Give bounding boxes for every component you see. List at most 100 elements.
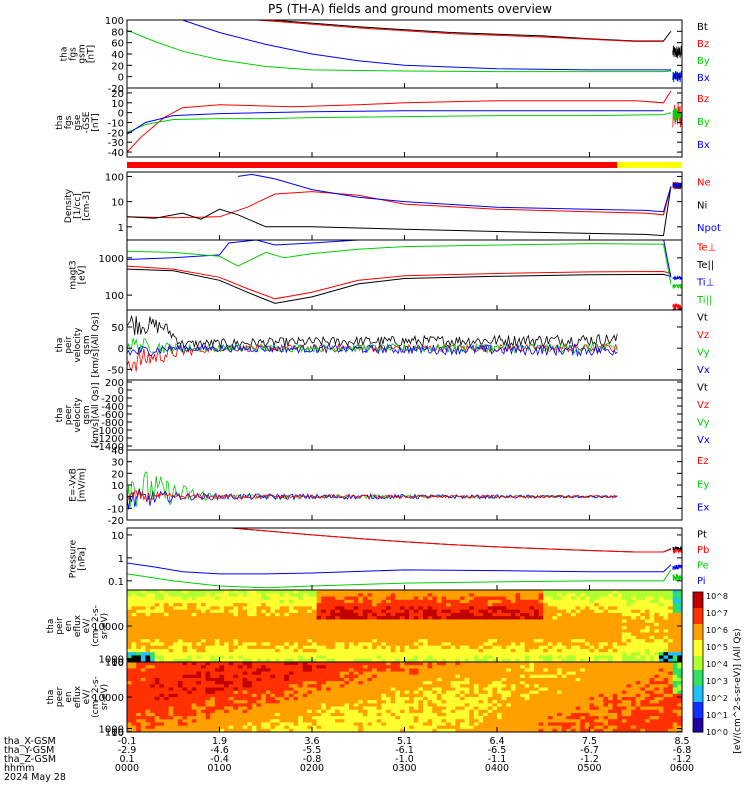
y-tick-label: 0 [118, 109, 124, 120]
y-tick-label: 0 [118, 386, 124, 397]
x-axis-value: -0.8 [303, 754, 322, 765]
y-axis-label: tha [55, 338, 65, 353]
x-axis-date: 2024 May 28 [4, 772, 66, 783]
y-tick-label: 1 [118, 223, 124, 234]
y-axis-label: gsm [82, 405, 92, 424]
y-axis-label: magt3 [69, 260, 79, 289]
colorbar-frame [692, 591, 704, 733]
x-axis-value: 0100 [207, 763, 231, 774]
y-axis-label: [nPa] [78, 547, 88, 570]
legend-Ni: Ni [697, 200, 707, 211]
legend-Vy: Vy [697, 348, 710, 359]
y-tick-label: 10 [111, 99, 124, 110]
y-tick-label: 10 [111, 198, 124, 209]
x-axis: tha_X-GSM -0.1 1.9 3.6 5.1 6.4 7.5 8.5 tha_Y-GSM… [4, 736, 694, 783]
series-Pi-tail [672, 564, 682, 570]
legend-Ne: Ne [697, 178, 711, 189]
y-tick-label: -20 [108, 128, 124, 139]
x-axis-row-label: tha_Y-GSM [4, 745, 54, 756]
y-tick-label: 10000 [92, 693, 124, 704]
series-Ne [127, 186, 672, 219]
legend-Pt: Pt [697, 529, 707, 540]
y-axis-label: [mV/m] [78, 468, 88, 502]
series-Bz [242, 20, 664, 42]
series-Pt [225, 528, 672, 553]
x-axis-value: 0200 [300, 763, 324, 774]
x-axis-value: -1.2 [580, 754, 599, 765]
series-Ti||-tail [672, 283, 682, 289]
x-axis-value: -0.1 [118, 736, 137, 747]
series-Te|| [127, 268, 672, 304]
y-axis-label: fgs [64, 115, 74, 129]
y-axis-label: tha [46, 619, 56, 634]
y-axis-label: peer [55, 686, 65, 707]
series-Te⊥ [127, 265, 672, 300]
x-axis-value: -1.2 [673, 754, 692, 765]
y-axis-label: sr-eV) [100, 684, 110, 710]
colorbar-tick: 10^4 [706, 660, 728, 669]
y-tick-label: -10 [108, 504, 124, 515]
y-tick-label: -30 [108, 138, 124, 149]
legend-Bx: Bx [697, 140, 710, 151]
legend-Vx: Vx [697, 435, 710, 446]
y-tick-label: 10 [111, 481, 124, 492]
legend-Vz: Vz [697, 330, 709, 341]
legend-Vz: Vz [697, 400, 709, 411]
panel-pressure: 10 1 0.1 Pressure [nPa] Pt Pb Pe Pi [69, 527, 709, 591]
series-Bt-tail [672, 45, 682, 59]
y-tick-label: 10 [111, 531, 124, 542]
legend-Ti⊥: Ti⊥ [696, 278, 714, 289]
legend-Bx: Bx [697, 73, 710, 84]
series-By [127, 112, 672, 133]
series-Pe [127, 569, 672, 589]
x-axis-value: 3.6 [304, 736, 319, 747]
y-axis-label: (cm^2-s- [91, 676, 101, 718]
y-axis-label: gsm [82, 335, 92, 354]
y-axis-label: [eV] [78, 266, 88, 285]
y-axis-label: fgs [69, 47, 79, 61]
x-axis-value: 0000 [115, 763, 139, 774]
x-axis-value: 5.1 [397, 736, 412, 747]
x-axis-value: -5.5 [303, 745, 322, 756]
x-axis-row-label: tha_X-GSM [4, 736, 56, 747]
y-axis-label: en [64, 691, 74, 702]
y-axis-label: [km/s](All Qs)] [91, 312, 101, 377]
y-tick-label: 100 [105, 728, 124, 739]
legend-Ex: Ex [697, 503, 709, 514]
legend-Bz: Bz [697, 94, 709, 105]
x-axis-value: -4.6 [210, 745, 229, 756]
y-tick-label: -20 [108, 516, 124, 527]
panel-temp: 1000 100 magt3 [eV] Te⊥ Te|| Ti⊥ Ti|| [69, 239, 716, 311]
y-axis-label: [nT] [87, 45, 97, 63]
x-axis-value: 0500 [577, 763, 601, 774]
legend-Pb: Pb [697, 545, 709, 556]
colorbar-tick: 10^3 [706, 677, 728, 686]
series-Bt [264, 20, 672, 42]
y-tick-label: 10 [111, 658, 124, 669]
series-Te⊥-tail [672, 303, 682, 310]
series-Npot-tail [672, 182, 682, 190]
y-tick-label: 1000 [99, 654, 124, 665]
y-axis-label: en [64, 620, 74, 631]
panel-frame [126, 19, 683, 89]
y-tick-label: -400 [101, 402, 124, 413]
y-tick-label: 100 [105, 16, 124, 27]
y-axis-label: gse [73, 114, 83, 130]
y-axis-label: eV/ [82, 689, 92, 705]
x-axis-value: -6.1 [395, 745, 414, 756]
x-axis-value: 0400 [485, 763, 509, 774]
series-blue [127, 488, 618, 510]
y-tick-label: 0 [118, 493, 124, 504]
legend-Vx: Vx [697, 365, 710, 376]
y-tick-label: -10 [108, 119, 124, 130]
x-axis-value: -6.5 [488, 745, 507, 756]
series-Ni [127, 186, 672, 237]
series-black [127, 314, 618, 349]
y-tick-label: 100 [105, 291, 124, 302]
y-axis-label: peer [64, 404, 74, 425]
series-Npot [237, 173, 672, 213]
